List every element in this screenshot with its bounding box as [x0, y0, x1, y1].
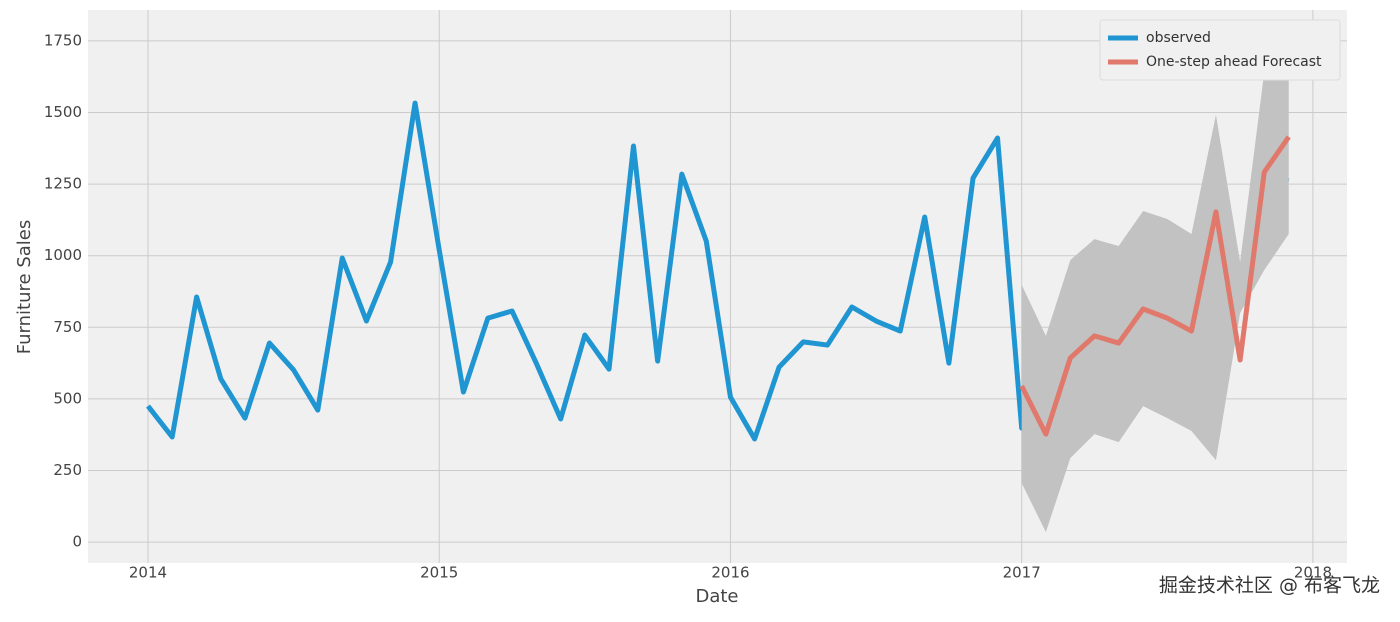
y-tick-label: 1250 [44, 175, 82, 193]
watermark: 掘金技术社区 @ 布客飞龙 [1159, 575, 1380, 597]
x-tick-label: 2014 [129, 564, 167, 582]
y-tick-label: 1750 [44, 31, 82, 49]
legend-label: One-step ahead Forecast [1146, 54, 1322, 70]
legend-label: observed [1146, 30, 1211, 46]
y-tick-label: 250 [53, 461, 82, 479]
y-tick-label: 500 [53, 389, 82, 407]
y-tick-label: 1500 [44, 103, 82, 121]
x-tick-label: 2017 [1003, 564, 1041, 582]
x-tick-label: 2015 [420, 564, 458, 582]
legend-box [1099, 19, 1341, 81]
confidence-band [1021, 58, 1289, 533]
y-tick-label: 750 [53, 318, 82, 336]
series-line [1019, 135, 1291, 437]
x-axis-label: Date [695, 586, 738, 607]
y-tick-label: 1000 [44, 246, 82, 264]
y-tick-label: 0 [72, 533, 82, 551]
y-axis-label: Furniture Sales [14, 220, 35, 354]
x-tick-label: 2016 [711, 564, 749, 582]
x-tick-label: 2018 [1294, 564, 1332, 582]
